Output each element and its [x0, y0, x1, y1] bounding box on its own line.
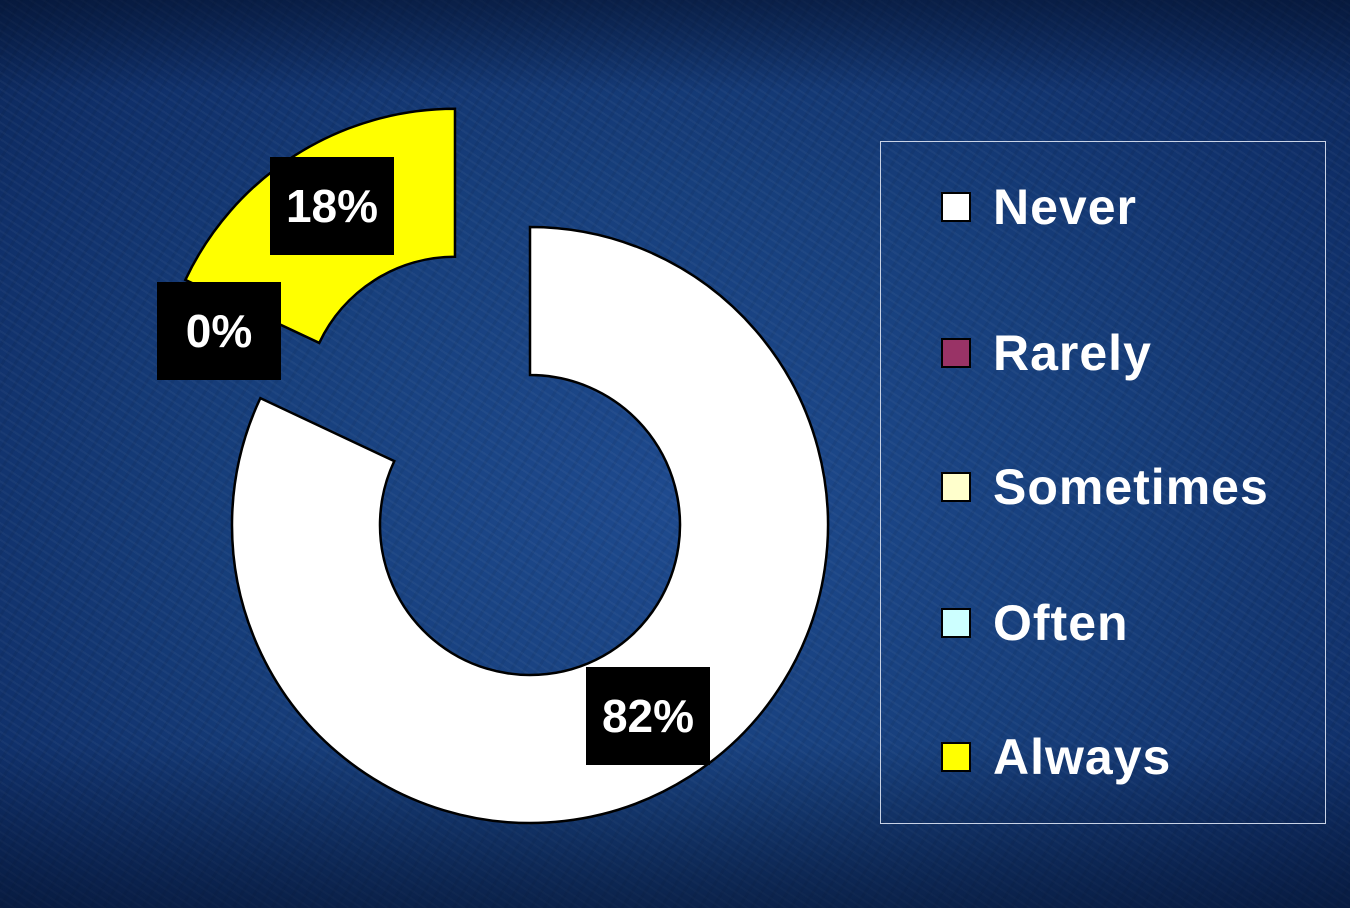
- legend-label-sometimes: Sometimes: [993, 459, 1269, 515]
- legend-swatch-often: [941, 608, 971, 638]
- legend-swatch-always: [941, 742, 971, 772]
- legend-label-often: Often: [993, 595, 1129, 651]
- data-label-text: 0%: [186, 305, 252, 357]
- data-label-box: [270, 157, 394, 255]
- legend-label-always: Always: [993, 729, 1172, 785]
- data-label-box: [586, 667, 710, 765]
- data-label-always: 18%: [270, 157, 394, 255]
- legend-label-rarely: Rarely: [993, 325, 1152, 381]
- chart-legend: Never Rarely Sometimes Often Always: [880, 141, 1326, 824]
- legend-label-never: Never: [993, 179, 1137, 235]
- data-label-box: [157, 282, 281, 380]
- legend-item-always: Always: [941, 722, 1171, 792]
- legend-item-often: Often: [941, 588, 1129, 658]
- data-label-text: 18%: [286, 180, 378, 232]
- legend-swatch-never: [941, 192, 971, 222]
- labels-layer: 82% 0% 18%: [157, 157, 710, 765]
- legend-item-rarely: Rarely: [941, 318, 1152, 388]
- legend-swatch-rarely: [941, 338, 971, 368]
- data-label-rarely: 0%: [157, 282, 281, 380]
- data-label-never: 82%: [586, 667, 710, 765]
- legend-item-never: Never: [941, 172, 1137, 242]
- data-label-text: 82%: [602, 690, 694, 742]
- legend-swatch-sometimes: [941, 472, 971, 502]
- legend-item-sometimes: Sometimes: [941, 452, 1269, 522]
